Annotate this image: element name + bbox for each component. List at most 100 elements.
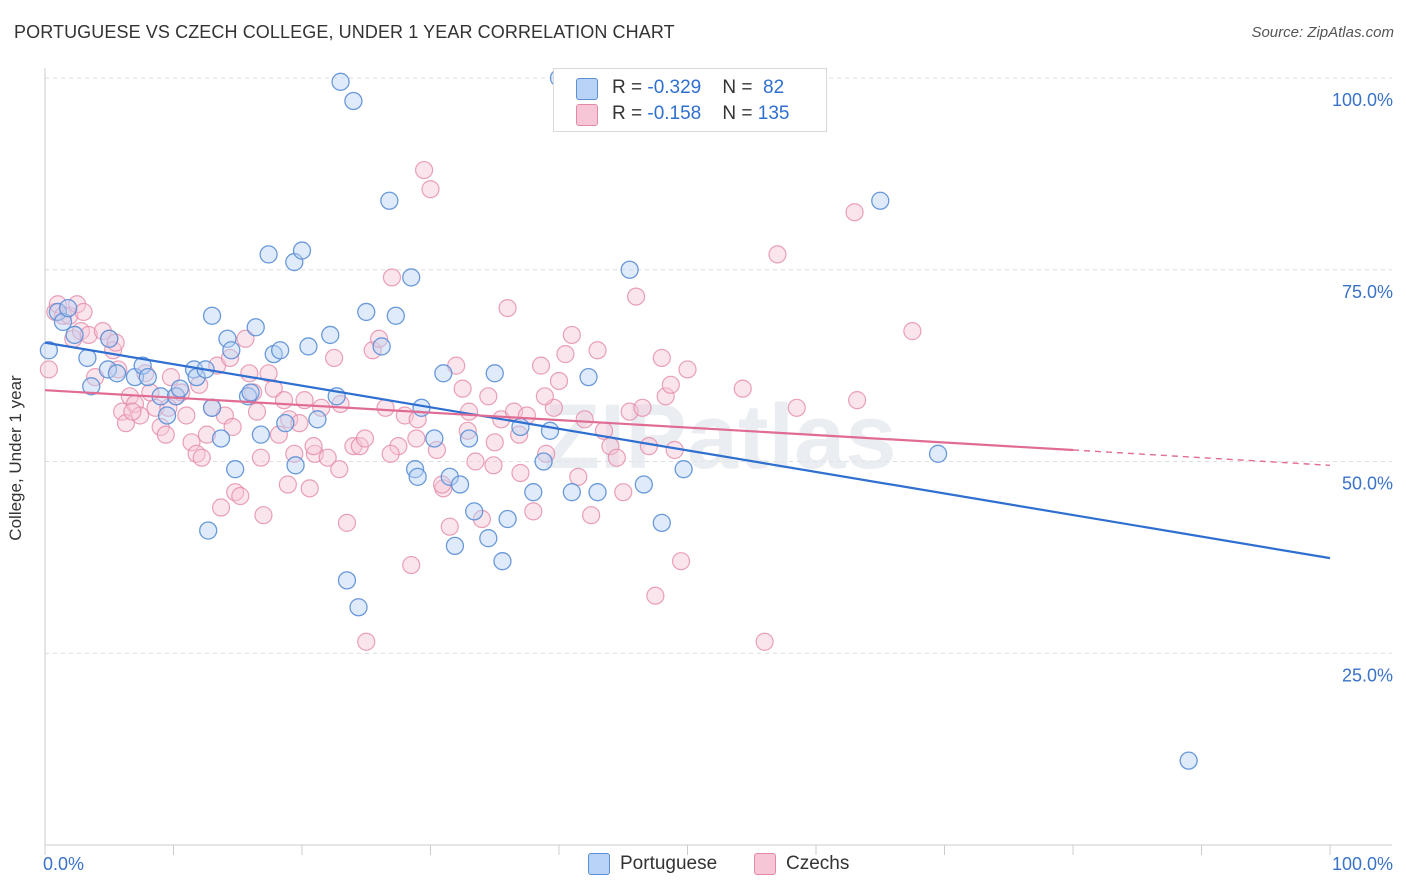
portuguese-point bbox=[308, 410, 327, 429]
czech-point bbox=[787, 398, 806, 417]
portuguese-point bbox=[1179, 751, 1198, 770]
portuguese-trend-line bbox=[44, 341, 1331, 560]
czech-point bbox=[177, 406, 196, 425]
y-tick-label: 50.0% bbox=[1342, 474, 1393, 494]
czech-point bbox=[247, 402, 267, 421]
czech-point bbox=[182, 433, 201, 452]
czech-point bbox=[556, 345, 575, 364]
czech-point bbox=[123, 402, 142, 421]
portuguese-point bbox=[251, 425, 271, 444]
czech-point bbox=[79, 325, 98, 345]
czech-point bbox=[318, 448, 337, 467]
portuguese-point bbox=[292, 241, 312, 260]
legend-r-label: R = bbox=[612, 103, 648, 124]
portuguese-legend-swatch bbox=[588, 853, 610, 875]
y-tick-label: 75.0% bbox=[1342, 282, 1393, 302]
czech-point bbox=[432, 475, 452, 494]
portuguese-point bbox=[380, 191, 399, 210]
czech-point bbox=[211, 498, 231, 517]
czech-point bbox=[575, 410, 594, 429]
czech-point bbox=[848, 391, 867, 410]
czech-legend-swatch bbox=[754, 853, 776, 875]
czech-swatch bbox=[576, 104, 598, 126]
czech-point bbox=[661, 375, 680, 394]
portuguese-legend-label: Portuguese bbox=[620, 853, 718, 874]
portuguese-point bbox=[226, 460, 245, 479]
czech-point bbox=[466, 452, 485, 471]
czech-point bbox=[562, 325, 581, 345]
czech-point bbox=[357, 632, 376, 651]
czech-points bbox=[39, 160, 922, 651]
czech-trend-line bbox=[44, 389, 1074, 452]
portuguese-swatch bbox=[576, 78, 598, 100]
czech-point bbox=[903, 322, 922, 341]
portuguese-point bbox=[434, 364, 453, 383]
czech-point bbox=[733, 379, 752, 398]
portuguese-point bbox=[107, 364, 127, 383]
portuguese-point bbox=[620, 260, 639, 279]
czech-point bbox=[646, 586, 665, 605]
czech-point bbox=[231, 486, 250, 506]
czech-point bbox=[376, 398, 395, 417]
legend-r-value: -0.329 bbox=[647, 77, 702, 98]
czech-point bbox=[304, 437, 323, 456]
portuguese-point bbox=[408, 467, 427, 486]
portuguese-point bbox=[299, 337, 318, 356]
legend-n-value: 82 bbox=[763, 77, 785, 98]
czech-point bbox=[768, 245, 787, 264]
czech-point bbox=[614, 483, 633, 502]
czech-point bbox=[498, 299, 517, 318]
czech-point bbox=[427, 440, 447, 460]
legend-n-label: N = bbox=[722, 103, 758, 124]
czech-point bbox=[485, 433, 504, 452]
portuguese-point bbox=[493, 552, 512, 571]
portuguese-point bbox=[170, 379, 190, 398]
portuguese-point bbox=[534, 452, 553, 471]
portuguese-point bbox=[321, 325, 340, 345]
czech-point bbox=[845, 203, 864, 222]
portuguese-points bbox=[39, 68, 1198, 770]
portuguese-point bbox=[211, 429, 231, 448]
czech-point bbox=[656, 387, 675, 406]
czech-point bbox=[421, 180, 440, 199]
czech-point bbox=[382, 268, 402, 287]
portuguese-point bbox=[133, 356, 152, 375]
axes bbox=[44, 68, 1392, 855]
czech-point bbox=[755, 632, 774, 651]
czech-point bbox=[626, 287, 646, 306]
czech-point bbox=[531, 356, 551, 375]
czech-point bbox=[363, 341, 382, 360]
portuguese-point bbox=[674, 460, 693, 479]
legend-n-value: 135 bbox=[757, 103, 790, 124]
legend-r-value: -0.158 bbox=[647, 103, 702, 124]
portuguese-point bbox=[276, 413, 295, 433]
czech-point bbox=[290, 414, 309, 433]
portuguese-point bbox=[425, 429, 444, 448]
czech-point bbox=[274, 391, 294, 410]
stats-legend: R = -0.329 N = 82 R = -0.158 N = 135 bbox=[553, 68, 827, 132]
y-axis-label: College, Under 1 year bbox=[6, 375, 25, 541]
czech-trend-line-dashed bbox=[1072, 449, 1331, 467]
tick-labels: 25.0% 50.0% 75.0% 100.0% 0.0% 100.0% bbox=[43, 90, 1393, 874]
portuguese-point bbox=[53, 312, 73, 332]
portuguese-point bbox=[98, 360, 118, 379]
portuguese-point bbox=[218, 329, 237, 348]
portuguese-point bbox=[540, 421, 560, 440]
portuguese-point bbox=[202, 398, 222, 417]
czech-point bbox=[484, 456, 503, 475]
czech-point bbox=[440, 517, 459, 536]
portuguese-point bbox=[479, 529, 498, 548]
portuguese-point bbox=[357, 302, 376, 322]
portuguese-point bbox=[485, 364, 504, 383]
portuguese-point bbox=[344, 91, 363, 111]
portuguese-point bbox=[271, 341, 290, 360]
portuguese-point bbox=[286, 456, 305, 475]
portuguese-point bbox=[465, 502, 484, 521]
czech-point bbox=[192, 448, 211, 467]
czech-point bbox=[414, 160, 434, 180]
czech-point bbox=[633, 398, 652, 417]
legend-r-label: R = bbox=[612, 77, 648, 98]
czech-point bbox=[389, 437, 408, 456]
portuguese-point bbox=[928, 444, 948, 463]
portuguese-point bbox=[199, 521, 218, 540]
